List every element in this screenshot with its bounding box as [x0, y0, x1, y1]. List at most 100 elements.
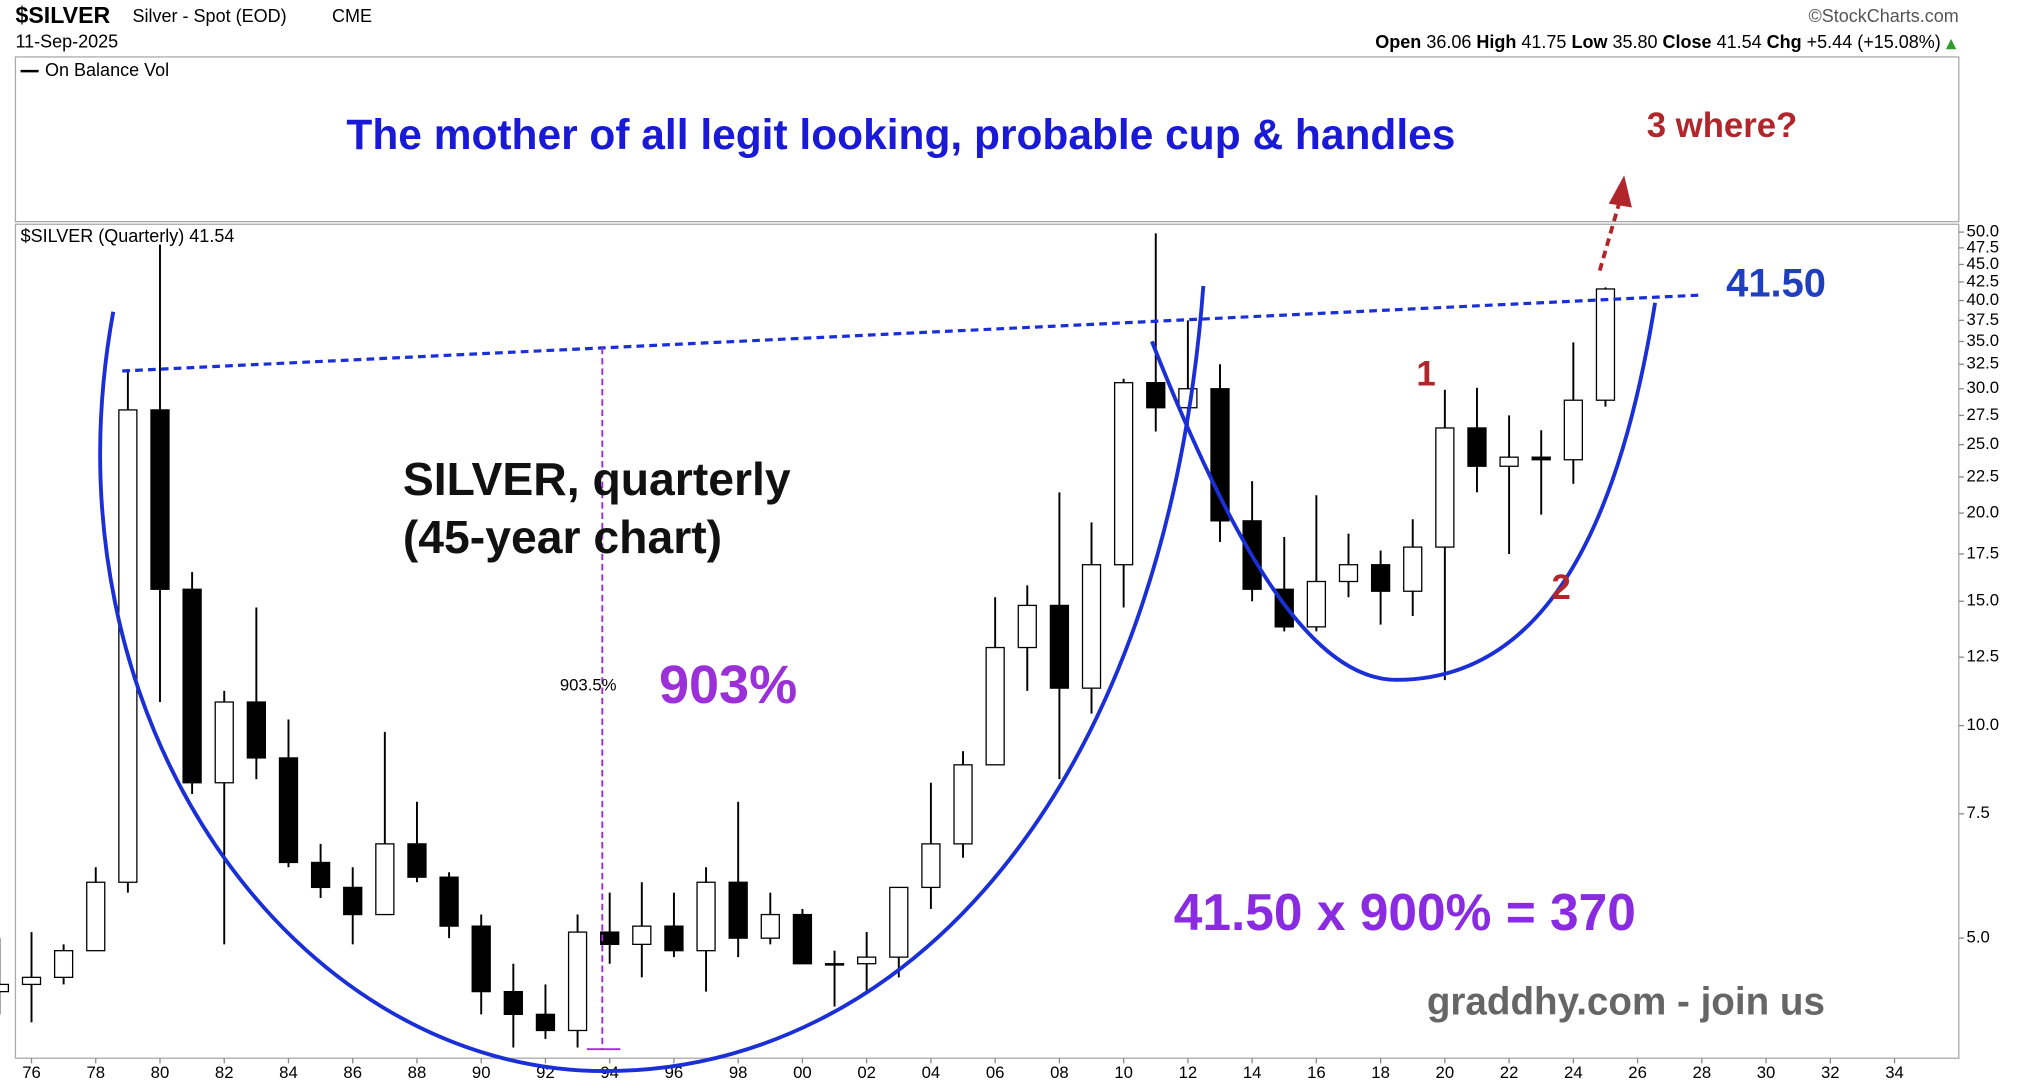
value: 41.54 [1717, 32, 1762, 52]
x-tick-label: 24 [1564, 1063, 1583, 1082]
candle-body [889, 886, 909, 958]
y-tick-label: 20.0 [1967, 503, 2000, 522]
annotation: 2 [1551, 569, 1570, 607]
x-tick-label: 86 [343, 1063, 362, 1082]
annotation: 41.50 [1726, 262, 1826, 306]
x-tick-label: 98 [729, 1063, 748, 1082]
candle-body [792, 913, 813, 965]
x-tick-label: 30 [1757, 1063, 1776, 1082]
annotation: SILVER, quarterly [403, 453, 791, 505]
candle-body [632, 925, 652, 945]
y-tick-label: 7.5 [1967, 803, 1990, 822]
grid: 5.0 7.5 10.0 12.5 15.0 17.5 20.0 22.5 25.0 27.5 30… [22, 222, 1999, 1083]
instrument-name: Silver - Spot (EOD) [133, 6, 287, 26]
target-arrowhead [1608, 175, 1632, 208]
candle-body [182, 588, 202, 784]
candle-body [1338, 564, 1359, 583]
label: High [1476, 32, 1516, 52]
annotation: 3 where? [1647, 107, 1798, 145]
candles [0, 233, 1616, 1048]
x-tick-label: 80 [151, 1063, 170, 1082]
candle-body [118, 409, 138, 883]
x-tick-label: 18 [1371, 1063, 1390, 1082]
y-tick-label: 40.0 [1967, 290, 2000, 309]
candle-body [407, 843, 427, 878]
candle-body [664, 925, 684, 952]
candle-body [1370, 564, 1391, 592]
cup-arc [98, 285, 1206, 1074]
candle-body [985, 646, 1005, 766]
date: 11-Sep-2025 [15, 32, 118, 52]
x-tick-label: 88 [408, 1063, 427, 1082]
candle-body [535, 1013, 556, 1032]
value: +5.44 (+15.08%) [1807, 32, 1941, 52]
price-legend: $SILVER (Quarterly) 41.54 [21, 226, 235, 246]
y-tick-label: 50.0 [1967, 222, 2000, 241]
x-tick-label: 22 [1500, 1063, 1519, 1082]
label: Low [1571, 32, 1608, 52]
target-arrow [1597, 203, 1621, 272]
x-tick-label: 12 [1179, 1063, 1198, 1082]
candle-body [1403, 546, 1423, 592]
source: ©StockCharts.com [1808, 6, 1958, 26]
x-tick-label: 06 [986, 1063, 1005, 1082]
y-tick-label: 45.0 [1967, 254, 2000, 273]
candle-body [567, 931, 588, 1032]
candle-body [1531, 456, 1551, 461]
candle-body [375, 843, 395, 916]
y-tick-label: 15.0 [1967, 591, 2000, 610]
x-tick-label: 78 [86, 1063, 105, 1082]
x-tick-label: 00 [793, 1063, 812, 1082]
candle-body [824, 963, 845, 966]
y-tick-label: 5.0 [1967, 928, 1990, 947]
candle-body [246, 701, 267, 759]
x-tick-label: 08 [1050, 1063, 1069, 1082]
quote-line: Open 36.06 High 41.75 Low 35.80 Close 41… [1375, 32, 1940, 52]
candle-body [857, 956, 877, 965]
candle-body [86, 881, 106, 952]
candle-body [0, 983, 10, 993]
up-arrow [1945, 38, 1957, 50]
annotation: (45-year chart) [403, 511, 722, 563]
candle-body [1499, 456, 1519, 467]
x-tick-label: 90 [472, 1063, 491, 1082]
x-tick-label: 14 [1243, 1063, 1262, 1082]
label: Open [1375, 32, 1421, 52]
candle-body [728, 881, 748, 939]
candle-body [310, 861, 331, 889]
y-tick-label: 12.5 [1967, 647, 2000, 666]
value: 41.75 [1521, 32, 1566, 52]
candle-body [1049, 604, 1070, 689]
y-tick-label: 32.5 [1967, 354, 2000, 373]
candle-body [1146, 382, 1166, 409]
value: 35.80 [1612, 32, 1657, 52]
candle-body [150, 409, 170, 590]
candle-body [503, 990, 523, 1015]
resistance-line [122, 293, 1702, 373]
candle-body [1210, 388, 1230, 522]
x-tick-label: 16 [1307, 1063, 1326, 1082]
candle-body [1017, 604, 1037, 649]
candle-body [600, 931, 620, 945]
candle-body [21, 976, 42, 986]
value: 36.06 [1426, 32, 1471, 52]
annotation: graddhy.com - join us [1427, 980, 1825, 1023]
x-tick-label: 34 [1885, 1063, 1904, 1082]
y-tick-label: 10.0 [1967, 715, 2000, 734]
y-tick-label: 25.0 [1967, 434, 2000, 453]
label: Close [1663, 32, 1712, 52]
candle-body [1113, 382, 1134, 566]
symbol: $SILVER [15, 2, 110, 28]
y-tick-label: 37.5 [1967, 310, 2000, 329]
x-tick-label: 32 [1821, 1063, 1840, 1082]
indicator-panel [14, 56, 1960, 223]
candle-body [1435, 427, 1455, 548]
x-tick-label: 02 [857, 1063, 876, 1082]
candle-body [214, 701, 234, 784]
annotation: 903.5% [560, 676, 617, 695]
candle-body [1595, 288, 1616, 401]
candle-body [439, 876, 459, 927]
annotation: 41.50 x 900% = 370 [1174, 883, 1636, 941]
handle-arc [1150, 302, 1657, 682]
annotation: 903% [659, 655, 797, 715]
